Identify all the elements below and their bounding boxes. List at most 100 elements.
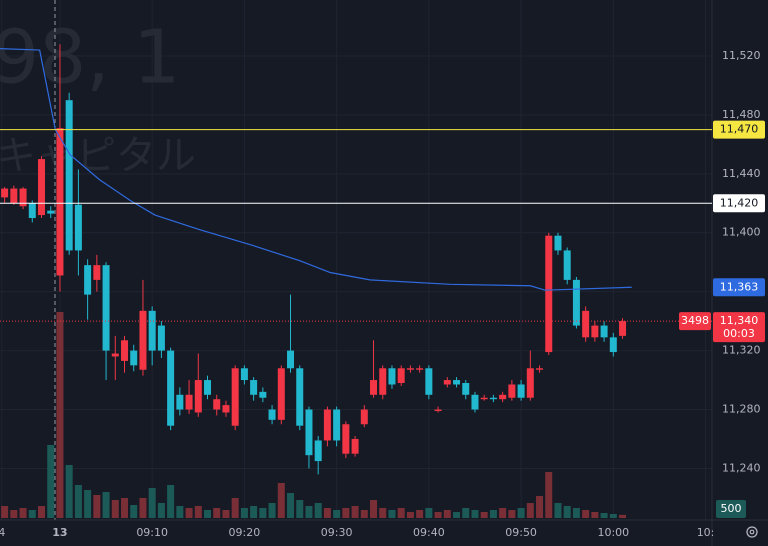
volume-bar bbox=[480, 512, 488, 518]
candle-body bbox=[480, 397, 488, 400]
volume-bar bbox=[499, 508, 507, 518]
candle-body bbox=[296, 368, 304, 426]
volume-bar bbox=[240, 508, 248, 518]
candle-body bbox=[65, 100, 73, 251]
volume-bar bbox=[148, 488, 156, 518]
price-badge-label: 11,340 bbox=[720, 314, 759, 327]
volume-bar bbox=[425, 508, 433, 518]
y-tick-label: 11,320 bbox=[722, 344, 761, 357]
tag-label: 3498 bbox=[681, 314, 709, 327]
candle-body bbox=[305, 409, 313, 456]
x-tick-label: 09:40 bbox=[413, 526, 445, 539]
volume-bar bbox=[1, 506, 9, 518]
y-tick-label: 11,240 bbox=[722, 461, 761, 474]
candle-body bbox=[130, 350, 138, 366]
candle-body bbox=[74, 204, 82, 251]
candle-body bbox=[204, 380, 212, 395]
candle-body bbox=[111, 353, 119, 357]
volume-bar bbox=[406, 512, 414, 518]
candle-body bbox=[536, 368, 544, 370]
candle-body bbox=[231, 368, 239, 426]
candle-body bbox=[222, 405, 230, 413]
volume-bar bbox=[93, 495, 101, 518]
watermark: キャピタル bbox=[0, 133, 196, 179]
vwap-badge bbox=[713, 278, 765, 297]
volume-bar bbox=[259, 508, 267, 518]
candle-body bbox=[213, 399, 221, 410]
volume-bar bbox=[19, 508, 27, 518]
candle-body bbox=[545, 235, 553, 353]
candle-body bbox=[619, 321, 627, 336]
candle-body bbox=[489, 397, 497, 400]
x-tick-label: 09:50 bbox=[505, 526, 537, 539]
volume-bar bbox=[314, 503, 322, 518]
candle-body bbox=[582, 310, 590, 338]
candle-body bbox=[379, 368, 387, 395]
candle-body bbox=[176, 394, 184, 410]
candle-body bbox=[268, 409, 276, 420]
candle-body bbox=[19, 188, 27, 207]
candle-body bbox=[600, 325, 608, 338]
candle-body bbox=[323, 409, 331, 441]
candle-body bbox=[434, 409, 442, 411]
volume-bar bbox=[619, 514, 627, 518]
candle-body bbox=[406, 368, 414, 370]
settings-icon[interactable] bbox=[746, 526, 758, 538]
volume-bar bbox=[609, 514, 617, 518]
volume-bar bbox=[360, 510, 368, 518]
candle-body bbox=[38, 159, 46, 216]
volume-bar bbox=[102, 492, 110, 518]
candle-body bbox=[10, 188, 18, 204]
volume-bar bbox=[443, 510, 451, 518]
volume-bar bbox=[130, 505, 138, 518]
watermark: 98, 1 bbox=[0, 15, 180, 101]
candle-body bbox=[508, 384, 516, 398]
x-tick-label: 4 bbox=[0, 526, 5, 539]
countdown-label: 00:03 bbox=[723, 327, 755, 340]
y-tick-label: 11,280 bbox=[722, 403, 761, 416]
volume-bar bbox=[194, 506, 202, 518]
candle-body bbox=[1, 188, 9, 198]
y-tick-label: 11,440 bbox=[722, 167, 761, 180]
volume-bar bbox=[489, 510, 497, 518]
volume-bar bbox=[176, 506, 184, 518]
volume-bar bbox=[517, 508, 525, 518]
volume-bar bbox=[65, 465, 73, 518]
x-tick-label: 09:10 bbox=[136, 526, 168, 539]
volume-bar bbox=[213, 508, 221, 518]
volume-bar bbox=[600, 513, 608, 518]
y-tick-label: 11,480 bbox=[722, 108, 761, 121]
volume-bar bbox=[572, 508, 580, 518]
volume-bar bbox=[471, 510, 479, 518]
volume-bar bbox=[84, 490, 92, 518]
volume-bar bbox=[453, 512, 461, 518]
volume-bar bbox=[526, 503, 534, 518]
candle-body bbox=[388, 368, 396, 385]
volume-bar bbox=[277, 483, 285, 518]
volume-badge bbox=[716, 500, 746, 518]
candle-body bbox=[499, 394, 507, 400]
volume-bar bbox=[351, 506, 359, 518]
volume-bar bbox=[416, 510, 424, 518]
volume-bar bbox=[296, 500, 304, 518]
y-tick-label: 11,520 bbox=[722, 49, 761, 62]
x-tick-label: 10: bbox=[697, 526, 715, 539]
x-tick-label: 10:00 bbox=[597, 526, 629, 539]
volume-bar bbox=[462, 508, 470, 518]
candle-body bbox=[591, 325, 599, 338]
price-badge bbox=[713, 194, 765, 213]
candle-body bbox=[554, 235, 562, 251]
tag-badge bbox=[679, 312, 711, 331]
settings-icon[interactable] bbox=[749, 529, 755, 535]
settings-icon[interactable] bbox=[746, 526, 758, 538]
candle-body bbox=[517, 384, 525, 398]
volume-bar bbox=[536, 496, 544, 518]
volume-bar bbox=[139, 498, 147, 518]
volume-bar bbox=[231, 498, 239, 518]
candle-body bbox=[526, 368, 534, 398]
price-badge bbox=[713, 120, 765, 139]
candle-body bbox=[139, 310, 147, 370]
volume-bar bbox=[56, 312, 64, 518]
